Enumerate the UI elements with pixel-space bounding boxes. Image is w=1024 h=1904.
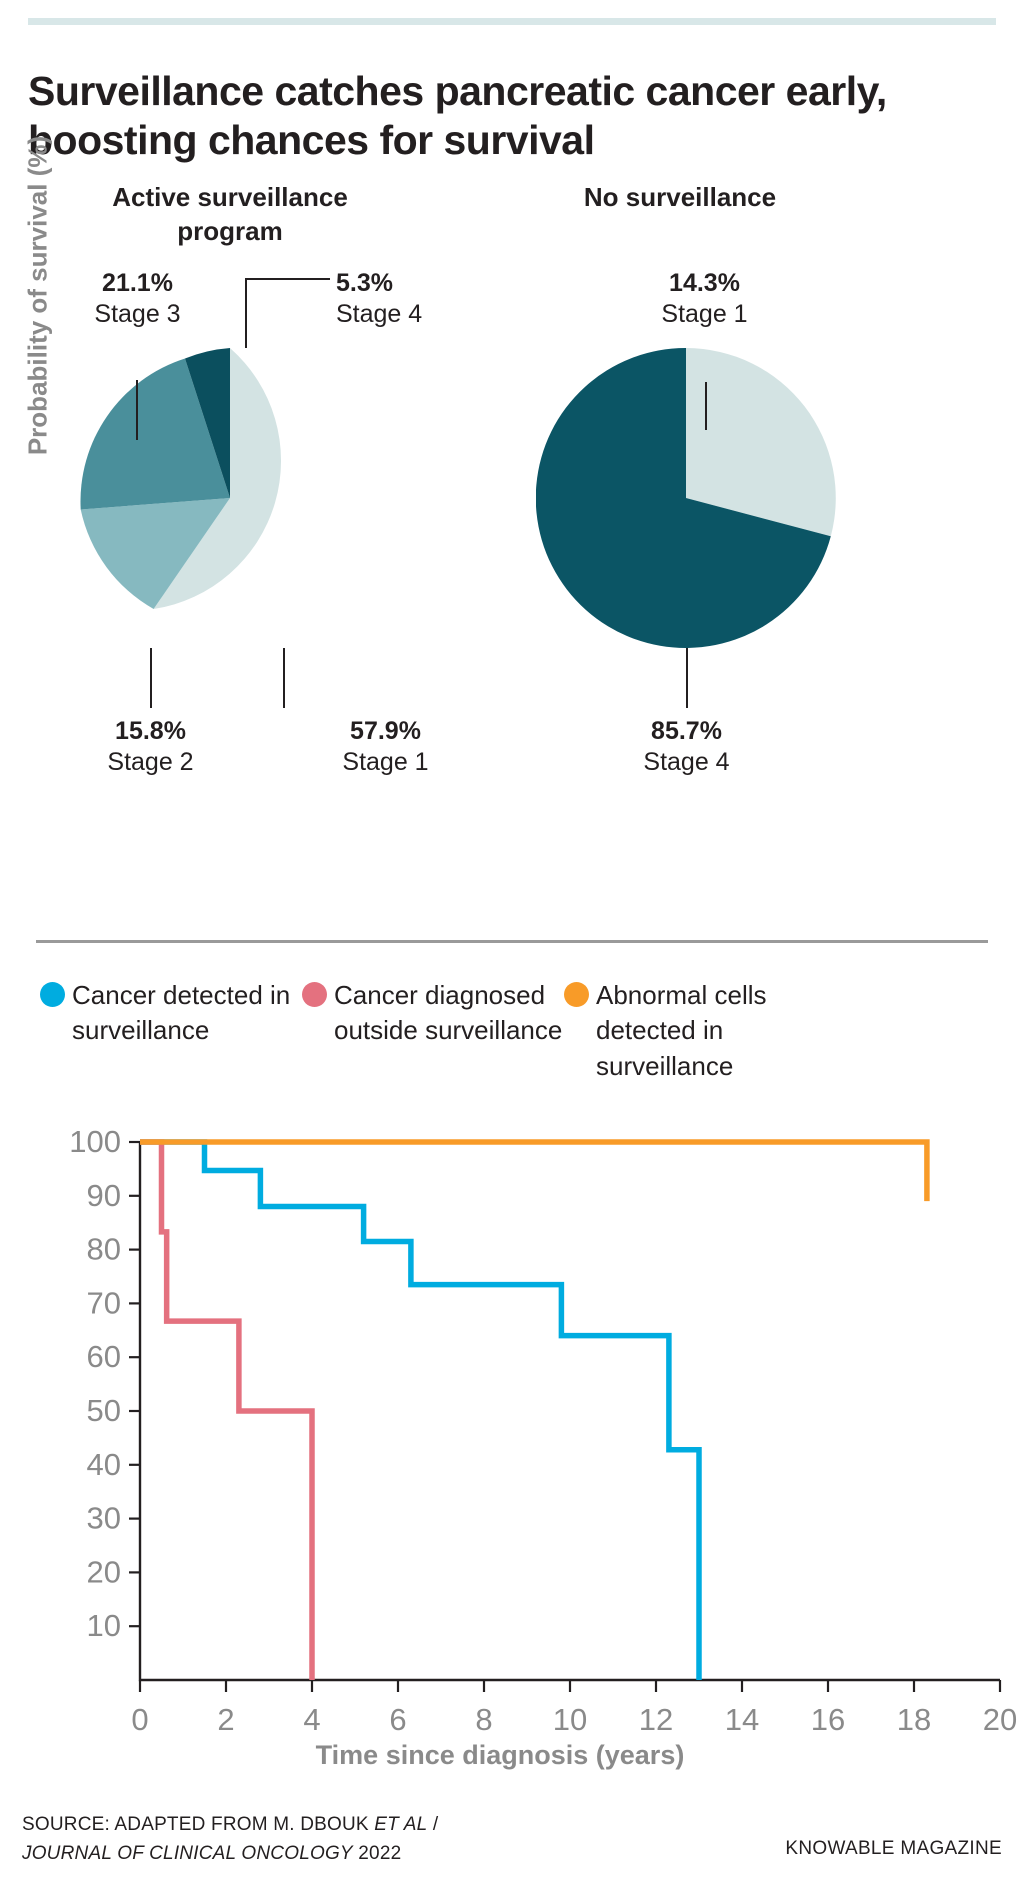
pie-label-ns-stage-4-stage: Stage 4 bbox=[643, 748, 730, 776]
pie-slice-ns-stage-4 bbox=[536, 348, 831, 648]
pie-label-stage-4-stage: Stage 4 bbox=[336, 300, 423, 328]
leader-line-ns-stage-4 bbox=[686, 648, 688, 708]
pie-title-no-surveillance: No surveillance bbox=[583, 182, 777, 212]
x-axis-tick-label: 12 bbox=[639, 1702, 673, 1737]
pie-slice-stage-4 bbox=[185, 348, 230, 498]
pie-label-stage-2-percent: 15.8% bbox=[115, 717, 186, 745]
x-axis-tick-label: 2 bbox=[217, 1702, 234, 1737]
y-axis-tick-label: 80 bbox=[87, 1232, 121, 1267]
section-divider bbox=[36, 940, 988, 943]
pie-label-stage-1: 57.9% Stage 1 bbox=[283, 716, 488, 778]
pie-no-surveillance bbox=[536, 348, 836, 648]
pie-label-stage-4-percent: 5.3% bbox=[336, 269, 393, 297]
pie-title-active-surveillance: Active surveillance program bbox=[112, 182, 348, 247]
pie-label-ns-stage-4-percent: 85.7% bbox=[651, 717, 722, 745]
pie-slice-stage-3 bbox=[80, 358, 231, 510]
pie-slice-stage-2 bbox=[80, 498, 230, 609]
page-title: Surveillance catches pancreatic cancer e… bbox=[28, 68, 887, 163]
legend-label-cancer-outside: Cancer diagnosed outside surveillance bbox=[334, 980, 563, 1046]
pie-label-stage-4: 5.3% Stage 4 bbox=[336, 268, 422, 330]
leader-line-stage-4-horizontal bbox=[245, 278, 330, 280]
survival-line-chart: 10 20 30 40 50 60 70 80 90 100 0 2 4 6 8 10 12 14 16 18 20 bbox=[0, 1120, 1024, 1800]
survival-curve bbox=[140, 1139, 702, 1680]
source-credit: SOURCE: ADAPTED FROM M. DBOUK ET AL / JO… bbox=[22, 1810, 642, 1869]
pie-slice-ns-stage-1 bbox=[686, 348, 836, 537]
pie-label-stage-1-percent: 57.9% bbox=[350, 717, 421, 745]
x-axis-tick-label: 10 bbox=[553, 1702, 587, 1737]
leader-line-stage-2 bbox=[150, 648, 152, 708]
leader-line-ns-stage-1 bbox=[705, 382, 707, 430]
source-separator: / bbox=[427, 1814, 439, 1835]
source-et-al: ET AL bbox=[374, 1814, 428, 1835]
brand-name: KNOWABLE MAGAZINE bbox=[785, 1838, 1002, 1859]
leader-line-stage-3 bbox=[136, 380, 138, 440]
pie-label-stage-3-stage: Stage 3 bbox=[94, 300, 181, 328]
pie-label-ns-stage-1: 14.3% Stage 1 bbox=[602, 268, 807, 330]
x-axis-title: Time since diagnosis (years) bbox=[315, 1740, 685, 1770]
y-axis-tick-label: 20 bbox=[87, 1554, 121, 1589]
pie-active-surveillance bbox=[80, 348, 380, 648]
y-axis-tick-label: 60 bbox=[87, 1339, 121, 1374]
x-axis-tick-label: 16 bbox=[811, 1702, 845, 1737]
legend-dot-icon-pink bbox=[302, 982, 327, 1007]
x-axis-tick-label: 18 bbox=[897, 1702, 931, 1737]
pie-label-ns-stage-1-stage: Stage 1 bbox=[661, 300, 748, 328]
pie-chart-section: Active surveillance program No surveilla… bbox=[0, 170, 1024, 780]
source-year: 2022 bbox=[352, 1843, 402, 1865]
x-axis-tick-label: 4 bbox=[303, 1702, 320, 1737]
pie-label-stage-3: 21.1% Stage 3 bbox=[30, 268, 245, 330]
source-journal: JOURNAL OF CLINICAL ONCOLOGY bbox=[22, 1843, 353, 1865]
legend-label-abnormal-cells: Abnormal cells detected in surveillance bbox=[596, 980, 767, 1081]
leader-line-stage-1 bbox=[283, 648, 285, 708]
pie-label-ns-stage-4: 85.7% Stage 4 bbox=[584, 716, 789, 778]
y-axis-tick-label: 30 bbox=[87, 1501, 121, 1536]
pie-label-stage-2: 15.8% Stage 2 bbox=[48, 716, 253, 778]
pie-slice-stage-1 bbox=[153, 348, 282, 609]
x-axis-tick-label: 8 bbox=[475, 1702, 492, 1737]
x-axis-tick-label: 14 bbox=[725, 1702, 759, 1737]
pie-label-stage-3-percent: 21.1% bbox=[102, 269, 173, 297]
y-axis-title: Probability of survival (%) bbox=[22, 135, 53, 456]
legend-item-cancer-detected: Cancer detected in surveillance bbox=[40, 978, 302, 1084]
legend-label-cancer-detected: Cancer detected in surveillance bbox=[72, 980, 291, 1046]
legend-item-cancer-outside: Cancer diagnosed outside surveillance bbox=[302, 978, 564, 1084]
y-axis-tick-label: 10 bbox=[87, 1608, 121, 1643]
legend-dot-icon-orange bbox=[564, 982, 589, 1007]
x-axis-tick-label: 6 bbox=[389, 1702, 406, 1737]
y-axis-tick-label: 40 bbox=[87, 1447, 121, 1482]
y-axis-tick-label: 90 bbox=[87, 1178, 121, 1213]
top-accent-bar bbox=[28, 18, 996, 25]
y-axis-tick-label: 100 bbox=[69, 1124, 121, 1159]
y-axis-tick-label: 70 bbox=[87, 1285, 121, 1320]
chart-legend: Cancer detected in surveillance Cancer d… bbox=[40, 978, 1000, 1084]
y-axis-tick-label: 50 bbox=[87, 1393, 121, 1428]
pie-label-ns-stage-1-percent: 14.3% bbox=[669, 269, 740, 297]
leader-line-stage-4-vertical bbox=[245, 278, 247, 348]
legend-item-abnormal-cells: Abnormal cells detected in surveillance bbox=[564, 978, 826, 1084]
source-prefix: SOURCE: ADAPTED FROM M. DBOUK bbox=[22, 1814, 375, 1835]
survival-curve bbox=[140, 1139, 315, 1680]
legend-dot-icon-blue bbox=[40, 982, 65, 1007]
survival-curve bbox=[140, 1139, 930, 1202]
pie-label-stage-2-stage: Stage 2 bbox=[107, 748, 194, 776]
x-axis-tick-label: 20 bbox=[983, 1702, 1017, 1737]
pie-label-stage-1-stage: Stage 1 bbox=[342, 748, 429, 776]
x-axis-tick-label: 0 bbox=[131, 1702, 148, 1737]
chart-footer: SOURCE: ADAPTED FROM M. DBOUK ET AL / JO… bbox=[0, 1810, 1024, 1900]
